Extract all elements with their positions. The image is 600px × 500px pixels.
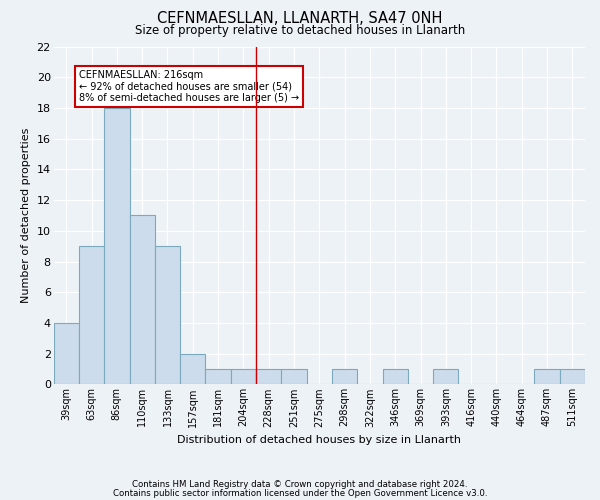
- Text: CEFNMAESLLAN: 216sqm
← 92% of detached houses are smaller (54)
8% of semi-detach: CEFNMAESLLAN: 216sqm ← 92% of detached h…: [79, 70, 299, 102]
- Bar: [104, 108, 130, 384]
- Bar: [155, 246, 180, 384]
- Bar: [180, 354, 205, 384]
- Bar: [53, 323, 79, 384]
- Bar: [130, 216, 155, 384]
- Bar: [332, 369, 357, 384]
- Bar: [231, 369, 256, 384]
- Bar: [79, 246, 104, 384]
- Y-axis label: Number of detached properties: Number of detached properties: [21, 128, 31, 303]
- Bar: [383, 369, 408, 384]
- Bar: [535, 369, 560, 384]
- Bar: [205, 369, 231, 384]
- Bar: [281, 369, 307, 384]
- X-axis label: Distribution of detached houses by size in Llanarth: Distribution of detached houses by size …: [177, 435, 461, 445]
- Text: Contains public sector information licensed under the Open Government Licence v3: Contains public sector information licen…: [113, 490, 487, 498]
- Bar: [256, 369, 281, 384]
- Bar: [433, 369, 458, 384]
- Text: CEFNMAESLLAN, LLANARTH, SA47 0NH: CEFNMAESLLAN, LLANARTH, SA47 0NH: [157, 11, 443, 26]
- Bar: [560, 369, 585, 384]
- Text: Size of property relative to detached houses in Llanarth: Size of property relative to detached ho…: [135, 24, 465, 37]
- Text: Contains HM Land Registry data © Crown copyright and database right 2024.: Contains HM Land Registry data © Crown c…: [132, 480, 468, 489]
